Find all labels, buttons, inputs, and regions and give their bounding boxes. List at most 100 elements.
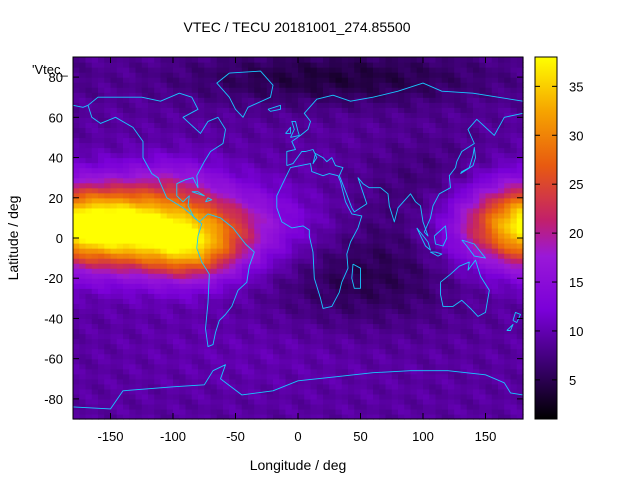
heatmap-cell <box>398 238 405 244</box>
heatmap-cell <box>154 117 162 123</box>
heatmap-cell <box>210 202 218 209</box>
heatmap-cell <box>385 162 393 169</box>
heatmap-cell <box>148 207 155 214</box>
heatmap-cell <box>85 107 93 113</box>
heatmap-cell <box>166 157 174 164</box>
heatmap-cell <box>354 132 362 139</box>
heatmap-cell <box>154 413 162 420</box>
heatmap-cell <box>235 323 243 330</box>
heatmap-cell <box>310 403 318 410</box>
heatmap-cell <box>166 268 174 274</box>
heatmap-cell <box>491 162 499 169</box>
heatmap-cell <box>223 238 230 244</box>
heatmap-cell <box>91 393 99 400</box>
heatmap-cell <box>116 107 124 113</box>
heatmap-cell <box>360 172 368 179</box>
heatmap-cell <box>279 187 287 194</box>
heatmap-cell <box>354 77 362 83</box>
heatmap-cell <box>73 323 80 330</box>
heatmap-cell <box>279 298 287 304</box>
heatmap-cell <box>341 97 349 103</box>
heatmap-cell <box>466 328 474 335</box>
heatmap-cell <box>429 127 437 134</box>
heatmap-cell <box>279 253 287 259</box>
heatmap-cell <box>435 288 443 294</box>
heatmap-cell <box>373 112 380 118</box>
heatmap-cell <box>366 258 374 264</box>
heatmap-cell <box>135 248 143 254</box>
heatmap-cell <box>354 122 362 128</box>
heatmap-cell <box>491 393 499 400</box>
heatmap-cell <box>310 197 318 204</box>
heatmap-cell <box>141 82 149 88</box>
heatmap-cell <box>398 403 405 410</box>
heatmap-cell <box>223 172 230 179</box>
heatmap-cell <box>348 87 355 93</box>
heatmap-cell <box>135 197 143 204</box>
heatmap-cell <box>410 383 418 390</box>
heatmap-cell <box>366 57 374 63</box>
heatmap-cell <box>373 388 380 395</box>
heatmap-cell <box>441 408 449 415</box>
heatmap-cell <box>329 167 337 174</box>
heatmap-cell <box>298 258 305 264</box>
heatmap-cell <box>98 182 105 189</box>
heatmap-cell <box>298 152 305 159</box>
heatmap-cell <box>291 182 299 189</box>
heatmap-cell <box>216 363 224 370</box>
heatmap-cell <box>173 67 180 73</box>
heatmap-cell <box>423 413 430 420</box>
heatmap-cell <box>404 197 412 204</box>
heatmap-cell <box>85 293 93 299</box>
heatmap-cell <box>404 268 412 274</box>
heatmap-cell <box>398 57 405 63</box>
heatmap-cell <box>498 192 505 199</box>
heatmap-cell <box>310 363 318 370</box>
heatmap-cell <box>454 142 462 149</box>
heatmap-cell <box>366 378 374 385</box>
heatmap-cell <box>291 62 299 68</box>
heatmap-cell <box>341 202 349 209</box>
heatmap-cell <box>348 57 355 63</box>
heatmap-cell <box>73 368 80 375</box>
heatmap-cell <box>354 157 362 164</box>
heatmap-cell <box>248 308 255 315</box>
heatmap-cell <box>198 87 205 93</box>
heatmap-cell <box>479 187 487 194</box>
heatmap-cell <box>504 338 512 345</box>
heatmap-cell <box>235 152 243 159</box>
heatmap-cell <box>473 323 480 330</box>
heatmap-cell <box>148 313 155 320</box>
heatmap-cell <box>104 393 112 400</box>
heatmap-cell <box>298 157 305 164</box>
heatmap-cell <box>435 212 443 219</box>
heatmap-cell <box>129 358 137 365</box>
heatmap-cell <box>241 293 249 299</box>
heatmap-cell <box>198 82 205 88</box>
heatmap-cell <box>360 363 368 370</box>
heatmap-cell <box>73 318 80 325</box>
heatmap-cell <box>298 102 305 108</box>
heatmap-cell <box>141 67 149 73</box>
heatmap-cell <box>460 97 468 103</box>
heatmap-cell <box>298 117 305 123</box>
heatmap-cell <box>329 258 337 264</box>
heatmap-cell <box>166 207 174 214</box>
heatmap-cell <box>404 288 412 294</box>
heatmap-cell <box>391 238 399 244</box>
heatmap-cell <box>316 393 324 400</box>
heatmap-cell <box>116 197 124 204</box>
heatmap-cell <box>498 388 505 395</box>
heatmap-cell <box>235 117 243 123</box>
heatmap-cell <box>366 167 374 174</box>
heatmap-cell <box>116 212 124 219</box>
heatmap-cell <box>360 132 368 139</box>
heatmap-cell <box>266 142 274 149</box>
heatmap-cell <box>316 122 324 128</box>
heatmap-cell <box>341 137 349 144</box>
heatmap-cell <box>479 278 487 284</box>
heatmap-cell <box>410 373 418 380</box>
heatmap-cell <box>79 313 87 320</box>
heatmap-cell <box>85 162 93 169</box>
heatmap-cell <box>154 298 162 304</box>
